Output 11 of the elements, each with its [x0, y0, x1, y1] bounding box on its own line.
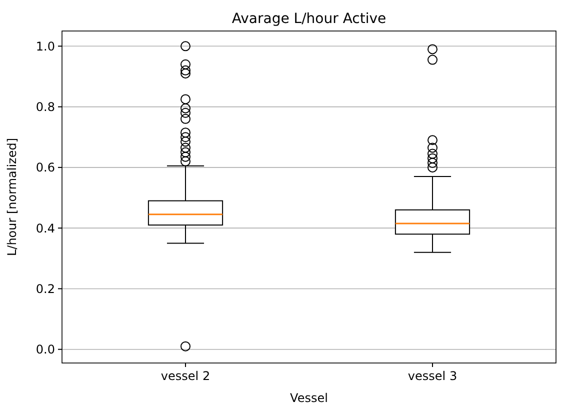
chart-title: Avarage L/hour Active	[232, 11, 386, 27]
y-tick-label: 0.4	[36, 221, 55, 236]
y-tick-label: 1.0	[36, 39, 55, 54]
x-axis-title: Vessel	[290, 391, 328, 405]
y-tick-label: 0.8	[36, 100, 55, 114]
x-tick-label: vessel 2	[160, 369, 210, 383]
y-tick-label: 0.6	[36, 160, 55, 175]
x-tick-label: vessel 3	[408, 369, 458, 383]
y-tick-label: 0.0	[36, 342, 55, 357]
y-tick-label: 0.2	[36, 282, 55, 296]
y-axis-title: L/hour [normalized]	[5, 138, 19, 256]
